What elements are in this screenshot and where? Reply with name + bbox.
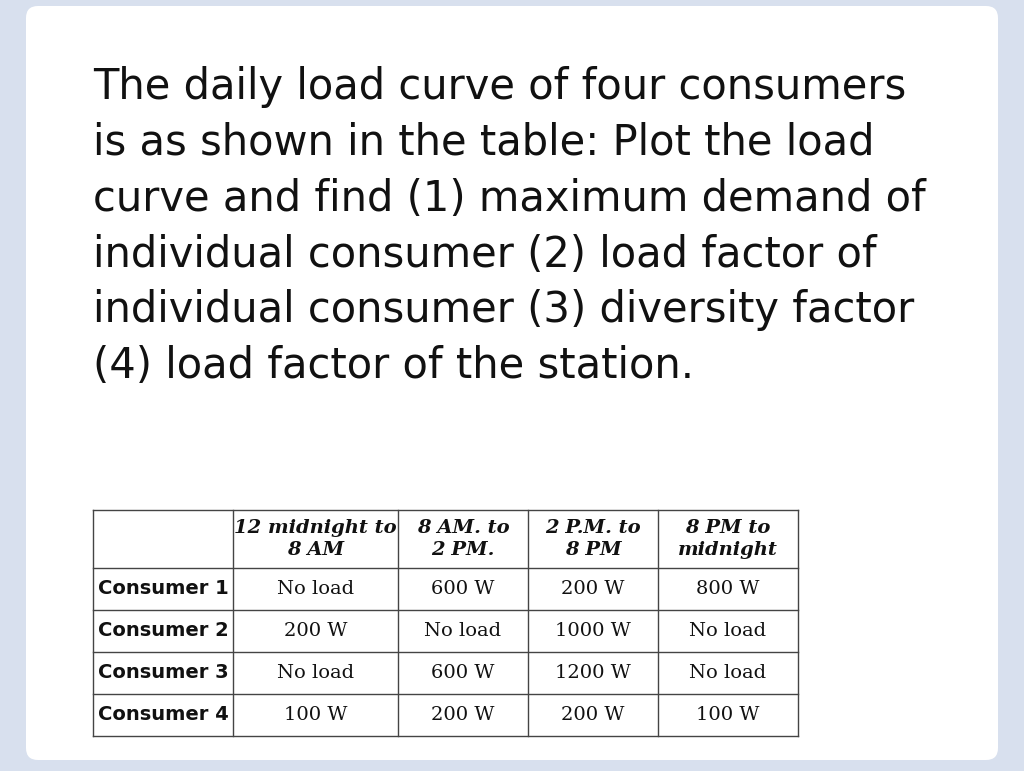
Text: Consumer 2: Consumer 2 (97, 621, 228, 641)
Text: 1200 W: 1200 W (555, 664, 631, 682)
Text: 100 W: 100 W (284, 706, 347, 724)
Text: No load: No load (424, 622, 502, 640)
Text: 800 W: 800 W (696, 580, 760, 598)
Text: 200 W: 200 W (561, 580, 625, 598)
Text: 200 W: 200 W (284, 622, 347, 640)
Text: 600 W: 600 W (431, 580, 495, 598)
Text: 1000 W: 1000 W (555, 622, 631, 640)
FancyBboxPatch shape (26, 6, 998, 760)
Text: No load: No load (689, 664, 767, 682)
Text: 8 AM. to
2 PM.: 8 AM. to 2 PM. (417, 519, 509, 559)
Text: Consumer 4: Consumer 4 (97, 705, 228, 725)
Text: The daily load curve of four consumers
is as shown in the table: Plot the load
c: The daily load curve of four consumers i… (93, 66, 926, 387)
Text: 600 W: 600 W (431, 664, 495, 682)
Text: 8 PM to
midnight: 8 PM to midnight (678, 519, 778, 559)
Text: Consumer 1: Consumer 1 (97, 580, 228, 598)
Text: 12 midnight to
8 AM: 12 midnight to 8 AM (234, 519, 397, 559)
Text: Consumer 3: Consumer 3 (97, 664, 228, 682)
Text: 200 W: 200 W (561, 706, 625, 724)
Text: 2 P.M. to
8 PM: 2 P.M. to 8 PM (545, 519, 641, 559)
Text: No load: No load (276, 580, 354, 598)
Text: No load: No load (276, 664, 354, 682)
Text: 200 W: 200 W (431, 706, 495, 724)
Text: 100 W: 100 W (696, 706, 760, 724)
Text: No load: No load (689, 622, 767, 640)
